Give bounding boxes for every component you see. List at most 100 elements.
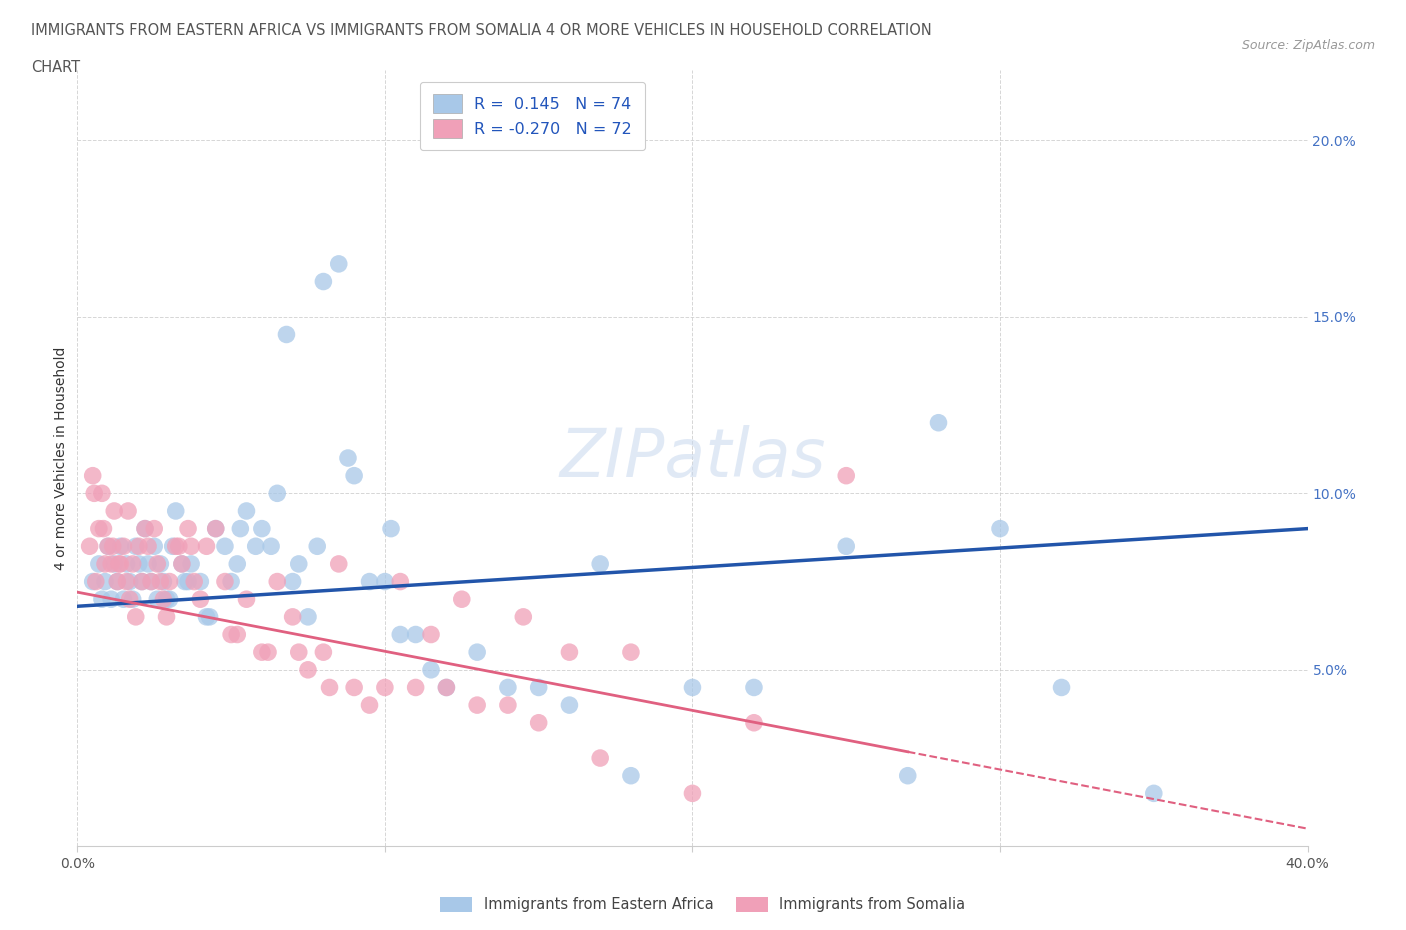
Point [165,503,187,518]
Legend: R =  0.145   N = 74, R = -0.270   N = 72: R = 0.145 N = 74, R = -0.270 N = 72 [420,82,645,151]
Point [131,574,153,589]
Point [118,574,141,589]
Point [195,609,218,624]
Point [235,591,257,606]
Point [108,556,131,571]
Point [450,591,472,606]
Point [141,574,163,589]
Point [100,591,122,606]
Point [162,538,184,553]
Point [527,715,550,730]
Point [318,680,340,695]
Point [260,538,283,553]
Point [1143,786,1166,801]
Point [90,485,114,500]
Point [112,538,135,553]
Point [125,609,148,624]
Point [288,644,311,659]
Point [141,574,163,589]
Point [558,644,581,659]
Point [235,503,257,518]
Point [558,698,581,712]
Point [136,556,159,571]
Point [146,556,169,571]
Point [835,468,858,483]
Point [105,574,128,589]
Point [928,416,950,431]
Point [312,274,335,289]
Point [190,591,212,606]
Point [100,556,122,571]
Point [94,574,117,589]
Point [266,574,288,589]
Text: Source: ZipAtlas.com: Source: ZipAtlas.com [1241,39,1375,52]
Point [343,468,366,483]
Point [112,591,135,606]
Point [742,680,765,695]
Y-axis label: 4 or more Vehicles in Household: 4 or more Vehicles in Household [55,346,69,570]
Point [436,680,458,695]
Point [170,556,193,571]
Point [118,591,141,606]
Point [82,574,104,589]
Point [312,644,335,659]
Point [512,609,534,624]
Point [170,556,193,571]
Point [1050,680,1073,695]
Point [149,556,172,571]
Point [204,521,226,536]
Point [328,257,350,272]
Point [155,591,177,606]
Point [589,751,612,765]
Legend: Immigrants from Eastern Africa, Immigrants from Somalia: Immigrants from Eastern Africa, Immigran… [434,891,972,918]
Point [214,538,236,553]
Point [219,627,242,642]
Point [380,521,402,536]
Point [359,574,381,589]
Point [121,556,143,571]
Point [288,556,311,571]
Point [79,538,101,553]
Point [136,538,159,553]
Point [359,698,381,712]
Point [226,627,249,642]
Point [527,680,550,695]
Point [245,538,267,553]
Point [94,556,117,571]
Point [204,521,226,536]
Point [97,538,120,553]
Point [250,644,273,659]
Point [328,556,350,571]
Point [117,503,139,518]
Point [103,556,125,571]
Point [682,786,704,801]
Point [257,644,280,659]
Point [183,574,205,589]
Point [389,574,412,589]
Point [465,644,488,659]
Point [436,680,458,695]
Point [159,591,181,606]
Point [281,574,304,589]
Point [165,538,187,553]
Point [134,521,156,536]
Point [152,591,174,606]
Point [90,591,114,606]
Point [134,521,156,536]
Point [101,538,124,553]
Point [84,574,107,589]
Point [177,574,200,589]
Text: ZIPatlas: ZIPatlas [560,425,825,491]
Point [195,538,218,553]
Point [219,574,242,589]
Point [465,698,488,712]
Point [128,538,150,553]
Point [128,556,150,571]
Point [180,556,202,571]
Point [159,574,181,589]
Point [374,680,396,695]
Point [589,556,612,571]
Point [110,556,132,571]
Point [125,538,148,553]
Point [167,538,190,553]
